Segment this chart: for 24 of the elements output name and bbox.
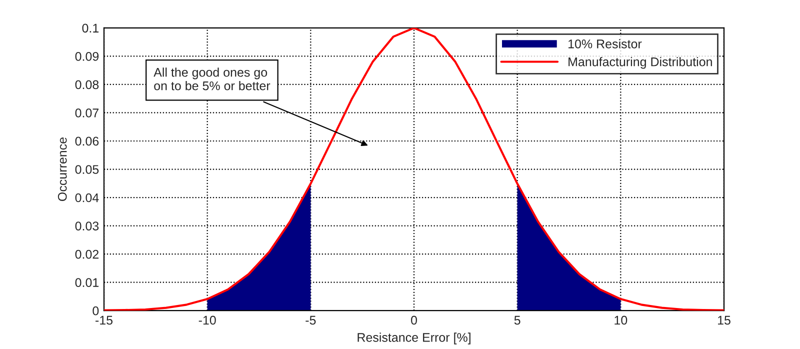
x-tick-label: 0 [411, 316, 417, 325]
y-tick-label: 0.02 [75, 250, 99, 259]
line-series [104, 28, 724, 311]
y-tick-label: 0.06 [75, 136, 99, 146]
y-tick-label: 0.09 [75, 52, 99, 61]
x-axis-title: Resistance Error [%] [358, 332, 470, 344]
y-tick-label: 0.05 [75, 165, 99, 174]
x-tick-label: 10 [614, 316, 628, 325]
y-tick-label: 0.07 [75, 108, 99, 118]
x-tick-label: -15 [96, 316, 113, 325]
x-tick-label: 5 [514, 316, 520, 325]
y-tick-label: 0.01 [75, 278, 99, 287]
x-tick-label: -10 [198, 316, 216, 325]
y-tick-label: 0.03 [75, 222, 99, 230]
x-tick-label: 15 [718, 316, 730, 325]
y-tick-label: 0.1 [82, 24, 99, 33]
legend-label: Manufacturing Distribution [568, 57, 712, 69]
y-tick-label: 0 [92, 306, 99, 316]
y-axis-title: Occurrence [58, 138, 67, 201]
x-tick-label: -5 [306, 316, 316, 325]
y-tick-label: 0.04 [75, 193, 99, 202]
legend-label: 10% Resistor [568, 39, 642, 48]
annotation: All the good ones go on to be 5% or better [154, 68, 270, 90]
y-tick-label: 0.08 [75, 80, 99, 90]
